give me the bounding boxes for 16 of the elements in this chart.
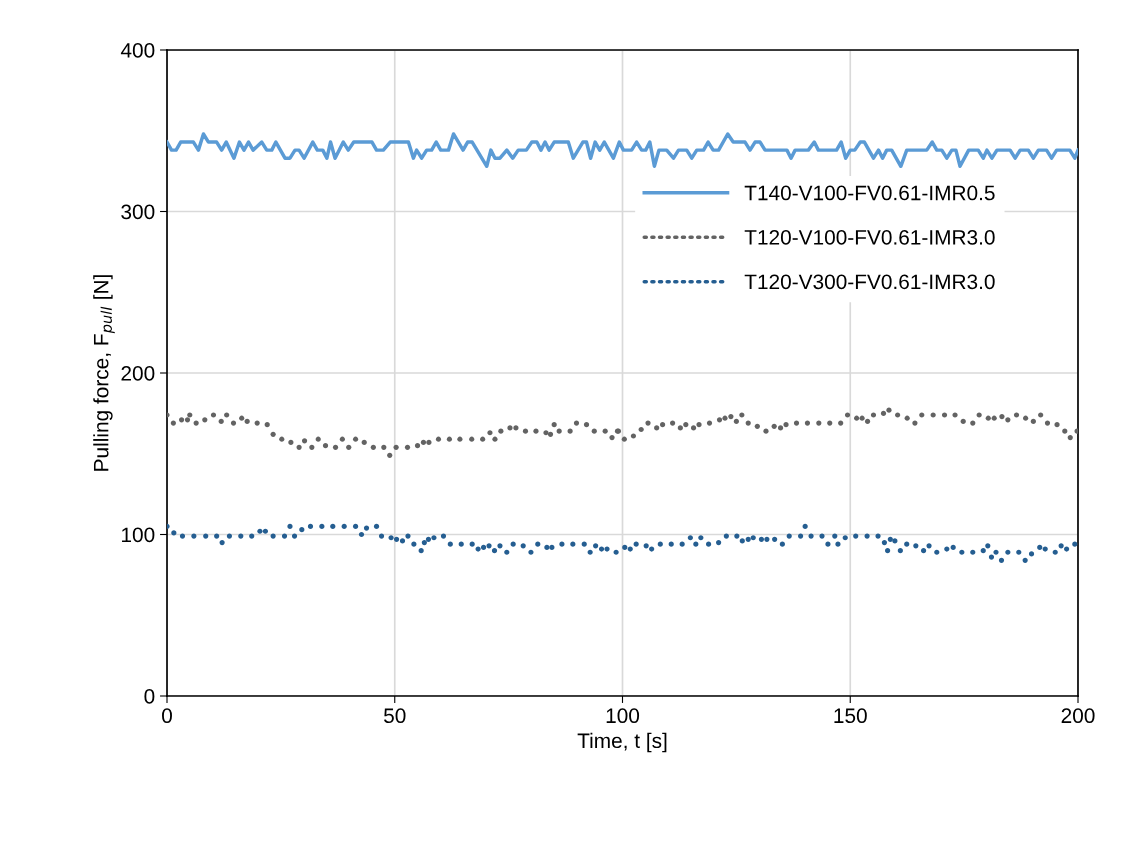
x-axis-title: Time, t [s] [577, 732, 667, 753]
legend-label: T120-V300-FV0.61-IMR3.0 [744, 274, 995, 290]
y-tick-label: 200 [121, 366, 155, 381]
line-series [167, 132, 1078, 169]
x-tick-label: 0 [162, 708, 172, 724]
y-axis-title: Pulling force, F$_{pull}$ [N] [93, 275, 115, 471]
y-tick-label: 400 [120, 43, 155, 58]
x-tick-label: 150 [834, 708, 867, 724]
y-tick-label: 100 [122, 527, 155, 543]
y-tick-label: 300 [121, 204, 155, 220]
x-tick-label: 100 [606, 708, 640, 724]
legend-label: T140-V100-FV0.61-IMR0.5 [744, 185, 995, 201]
legend-label: T120-V100-FV0.61-IMR3.0 [744, 230, 995, 245]
x-tick-label: 200 [1061, 708, 1095, 724]
x-tick-label: 50 [384, 708, 406, 724]
y-tick-label: 0 [144, 689, 155, 704]
